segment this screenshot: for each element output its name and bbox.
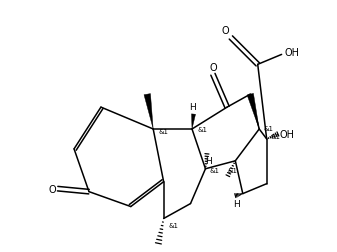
- Polygon shape: [144, 94, 153, 130]
- Text: &1: &1: [197, 127, 207, 133]
- Text: O: O: [209, 62, 217, 73]
- Polygon shape: [191, 114, 195, 130]
- Text: &1: &1: [228, 167, 238, 173]
- Text: &1: &1: [168, 222, 178, 228]
- Text: H: H: [233, 199, 240, 208]
- Text: O: O: [222, 26, 229, 36]
- Text: O: O: [49, 184, 56, 194]
- Polygon shape: [247, 94, 259, 130]
- Text: H: H: [205, 156, 212, 165]
- Text: H: H: [189, 103, 196, 112]
- Text: &1: &1: [210, 167, 220, 173]
- Text: &1: &1: [159, 129, 169, 135]
- Text: OH: OH: [280, 130, 295, 139]
- Text: &1: &1: [271, 134, 280, 140]
- Text: OH: OH: [284, 48, 299, 58]
- Text: &1: &1: [264, 125, 274, 131]
